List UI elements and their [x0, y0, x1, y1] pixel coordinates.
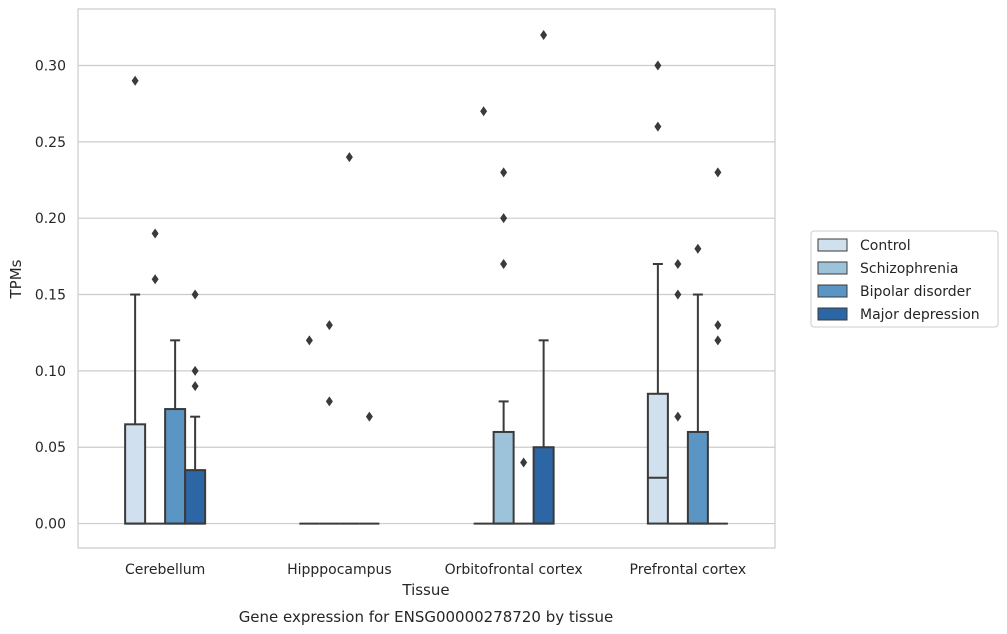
outlier-point [674, 258, 682, 269]
outlier-point [520, 457, 528, 468]
x-tick-label: Hipppocampus [287, 562, 392, 578]
outlier-point [345, 152, 353, 163]
box-schizophrenia [319, 320, 340, 525]
legend-swatch [817, 307, 848, 321]
outlier-point [325, 320, 333, 331]
y-tick-label: 0.05 [35, 440, 66, 456]
box-bipolar-disorder [513, 457, 534, 525]
plot-frame [77, 8, 776, 549]
legend-label: Schizophrenia [860, 261, 958, 277]
box-major-depression [532, 29, 555, 525]
x-tick-label: Prefrontal cortex [630, 562, 747, 578]
outlier-point [365, 411, 373, 422]
box-major-depression [707, 167, 728, 525]
box-groups [124, 29, 728, 525]
outlier-point [325, 396, 333, 407]
outlier-point [151, 228, 159, 239]
y-axis-label: TPMs [7, 259, 25, 299]
box-schizophrenia [492, 167, 515, 525]
box-body [124, 423, 147, 525]
legend-swatch [817, 284, 848, 298]
outlier-point [694, 243, 702, 254]
outlier-point [674, 289, 682, 300]
box-major-depression [359, 411, 380, 525]
outlier-point [480, 106, 488, 117]
legend-label: Major depression [860, 307, 980, 323]
box-control [473, 106, 494, 525]
box-body [532, 446, 555, 525]
box-bipolar-disorder [164, 339, 187, 525]
outlier-point [305, 335, 313, 346]
box-body [686, 430, 709, 525]
box-body [184, 469, 207, 525]
legend-swatch [817, 238, 848, 252]
outlier-point [500, 213, 508, 224]
outlier-point [540, 29, 548, 40]
outlier-point [654, 60, 662, 71]
legend-label: Bipolar disorder [860, 284, 971, 300]
box-schizophrenia [145, 228, 166, 525]
x-axis-label: Tissue [401, 581, 449, 599]
legend-label: Control [860, 238, 911, 254]
box-body [646, 392, 669, 525]
box-body [164, 408, 187, 525]
outlier-point [714, 320, 722, 331]
box-bipolar-disorder [339, 152, 360, 525]
outlier-point [151, 274, 159, 285]
y-tick-label: 0.10 [35, 364, 66, 380]
y-tick-label: 0.30 [35, 58, 66, 74]
box-body [492, 430, 515, 525]
outlier-point [191, 289, 199, 300]
x-tick-label: Orbitofrontal cortex [445, 562, 583, 578]
box-schizophrenia [667, 258, 688, 525]
outlier-point [500, 167, 508, 178]
chart-caption: Gene expression for ENSG00000278720 by t… [239, 608, 614, 626]
outlier-point [131, 75, 139, 86]
box-control [646, 60, 669, 525]
x-tick-label: Cerebellum [125, 562, 205, 578]
y-tick-labels: 0.00 0.05 0.10 0.15 0.20 0.25 0.30 [35, 58, 66, 532]
y-tick-label: 0.00 [35, 517, 66, 533]
x-tick-labels: Cerebellum Hipppocampus Orbitofrontal cort… [125, 562, 746, 578]
y-tick-label: 0.20 [35, 211, 66, 227]
legend-swatch [817, 261, 848, 275]
outlier-point [714, 167, 722, 178]
box-control [299, 335, 320, 525]
legend-frame [810, 230, 999, 328]
outlier-point [654, 121, 662, 132]
outlier-point [191, 365, 199, 376]
outlier-point [191, 381, 199, 392]
outlier-point [674, 411, 682, 422]
outlier-point [500, 258, 508, 269]
y-tick-label: 0.15 [35, 288, 66, 304]
box-control [124, 75, 147, 525]
y-tick-label: 0.25 [35, 135, 66, 151]
outlier-point [714, 335, 722, 346]
box-bipolar-disorder [686, 243, 709, 525]
legend: Control Schizophrenia Bipolar disorder Majo… [810, 230, 999, 328]
box-major-depression [184, 289, 207, 525]
